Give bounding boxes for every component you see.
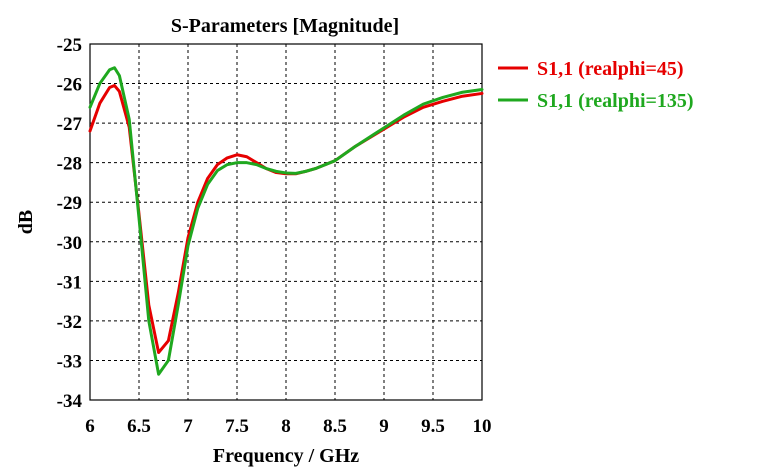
y-tick-label: -26 [57,75,82,96]
y-tick-label: -32 [57,312,82,333]
x-tick-label: 9 [379,416,389,437]
x-tick-label: 7.5 [225,416,249,437]
x-tick-label: 7 [183,416,193,437]
y-axis-label: dB [15,210,37,234]
y-tick-label: -27 [57,114,83,135]
x-tick-label: 6 [85,416,95,437]
x-tick-label: 6.5 [127,416,151,437]
x-tick-label: 9.5 [421,416,445,437]
y-tick-label: -25 [57,35,82,56]
legend-label: S1,1 (realphi=135) [537,90,694,112]
x-tick-label: 10 [473,416,492,437]
y-tick-label: -30 [57,233,82,254]
y-axis-ticks: -25 -26 -27 -28 -29 -30 -31 -32 -33 -34 [57,35,83,412]
x-axis-label: Frequency / GHz [213,445,359,467]
x-tick-label: 8 [281,416,291,437]
plot-area [88,43,484,401]
y-tick-label: -34 [57,391,83,412]
y-tick-label: -29 [57,193,82,214]
series-lines [88,66,484,376]
x-axis-ticks: 6 6.5 7 7.5 8 8.5 9 9.5 10 [85,416,491,437]
y-tick-label: -31 [57,272,82,293]
series-line-2 [88,66,484,376]
legend: S1,1 (realphi=45) S1,1 (realphi=135) [498,58,694,112]
y-tick-label: -28 [57,154,82,175]
chart-title: S-Parameters [Magnitude] [171,15,399,37]
x-tick-label: 8.5 [323,416,347,437]
y-tick-label: -33 [57,351,82,372]
grid-lines [90,44,482,400]
legend-label: S1,1 (realphi=45) [537,58,684,80]
